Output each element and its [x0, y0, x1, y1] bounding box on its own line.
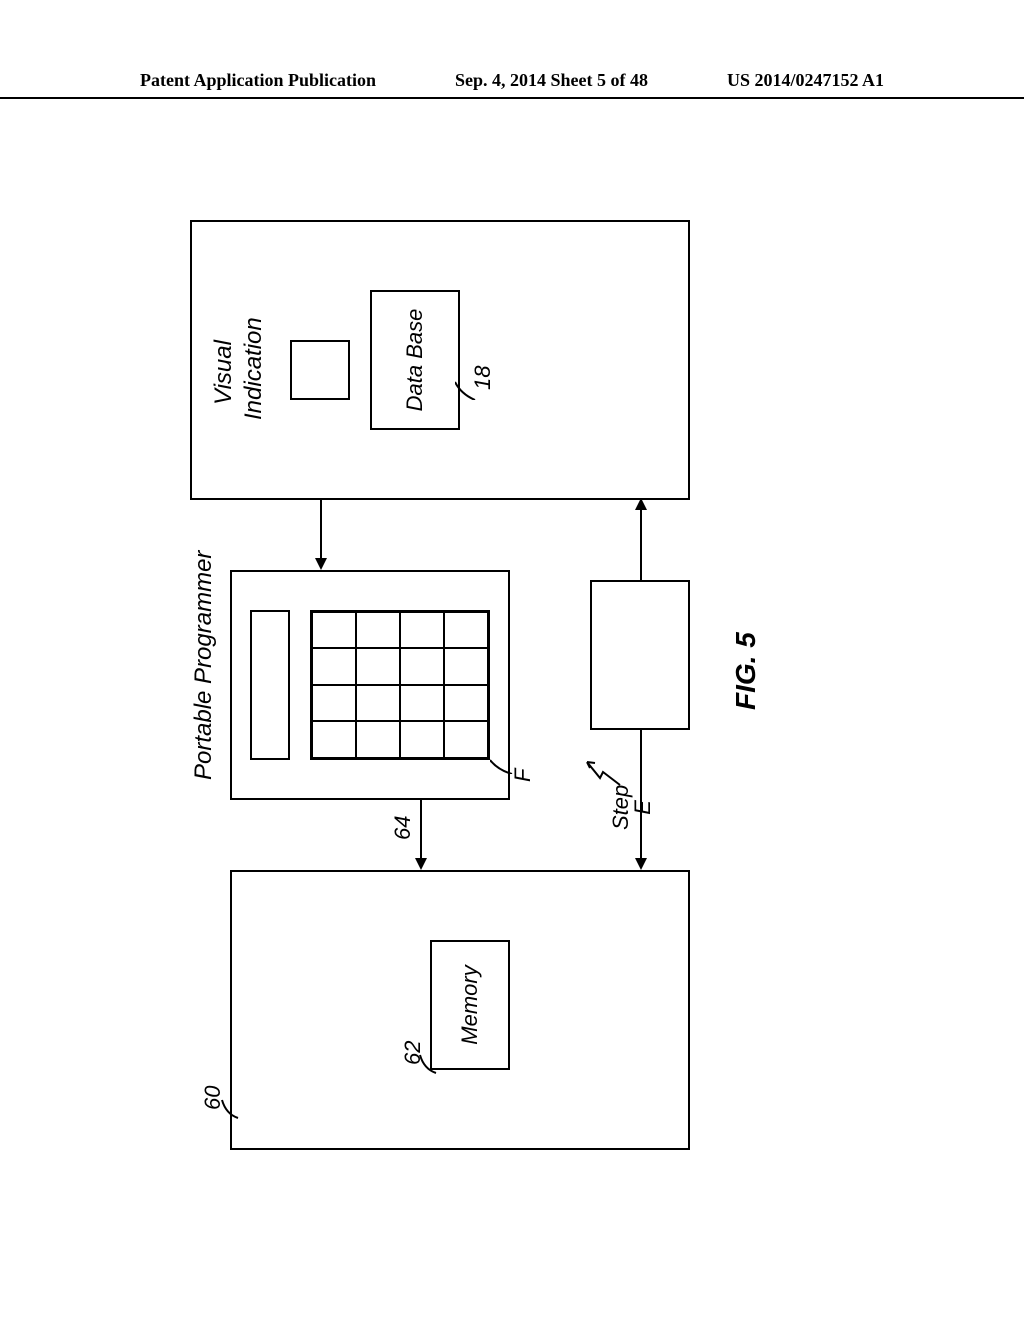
arrow-head-small-vis: [635, 498, 647, 510]
database-box: Data Base: [370, 290, 460, 430]
figure-caption: FIG. 5: [730, 632, 762, 710]
visual-title-1: Visual: [210, 340, 238, 405]
leader-18: [455, 375, 480, 400]
step-line1: Step: [610, 785, 632, 830]
arrow-small-to-visual: [640, 510, 642, 580]
arrow-head-small-mem: [635, 858, 647, 870]
ref-64: 64: [390, 816, 416, 840]
figure-rotated: Portable Programmer 60 Memory 62: [0, 360, 970, 980]
header-right: US 2014/0247152 A1: [727, 70, 884, 91]
programmer-display: [250, 610, 290, 760]
programmer-keypad: [310, 610, 490, 760]
interface-box: [590, 580, 690, 730]
leader-62: [418, 1045, 438, 1075]
programmer-title: Portable Programmer: [190, 551, 218, 780]
step-line2: E: [632, 785, 654, 830]
header-left: Patent Application Publication: [140, 70, 376, 91]
arrow-prog-to-mem: [420, 800, 422, 860]
database-label: Data Base: [402, 309, 428, 412]
page-header: Patent Application Publication Sep. 4, 2…: [0, 70, 1024, 99]
leader-60: [220, 1090, 240, 1120]
visual-title-2: Indication: [240, 317, 268, 420]
step-e-spark-icon: [585, 750, 625, 790]
step-label: Step E: [610, 785, 654, 830]
block-diagram: Portable Programmer 60 Memory 62: [170, 180, 790, 1160]
memory-box: Memory: [430, 940, 510, 1070]
page: Patent Application Publication Sep. 4, 2…: [0, 0, 1024, 1320]
visual-indicator: [290, 340, 350, 400]
memory-label: Memory: [457, 965, 483, 1044]
leader-F: [490, 749, 515, 774]
arrow-head-vis-prog: [315, 558, 327, 570]
header-center: Sep. 4, 2014 Sheet 5 of 48: [455, 70, 648, 91]
arrow-visual-to-prog: [320, 500, 322, 560]
arrow-head-prog-mem: [415, 858, 427, 870]
